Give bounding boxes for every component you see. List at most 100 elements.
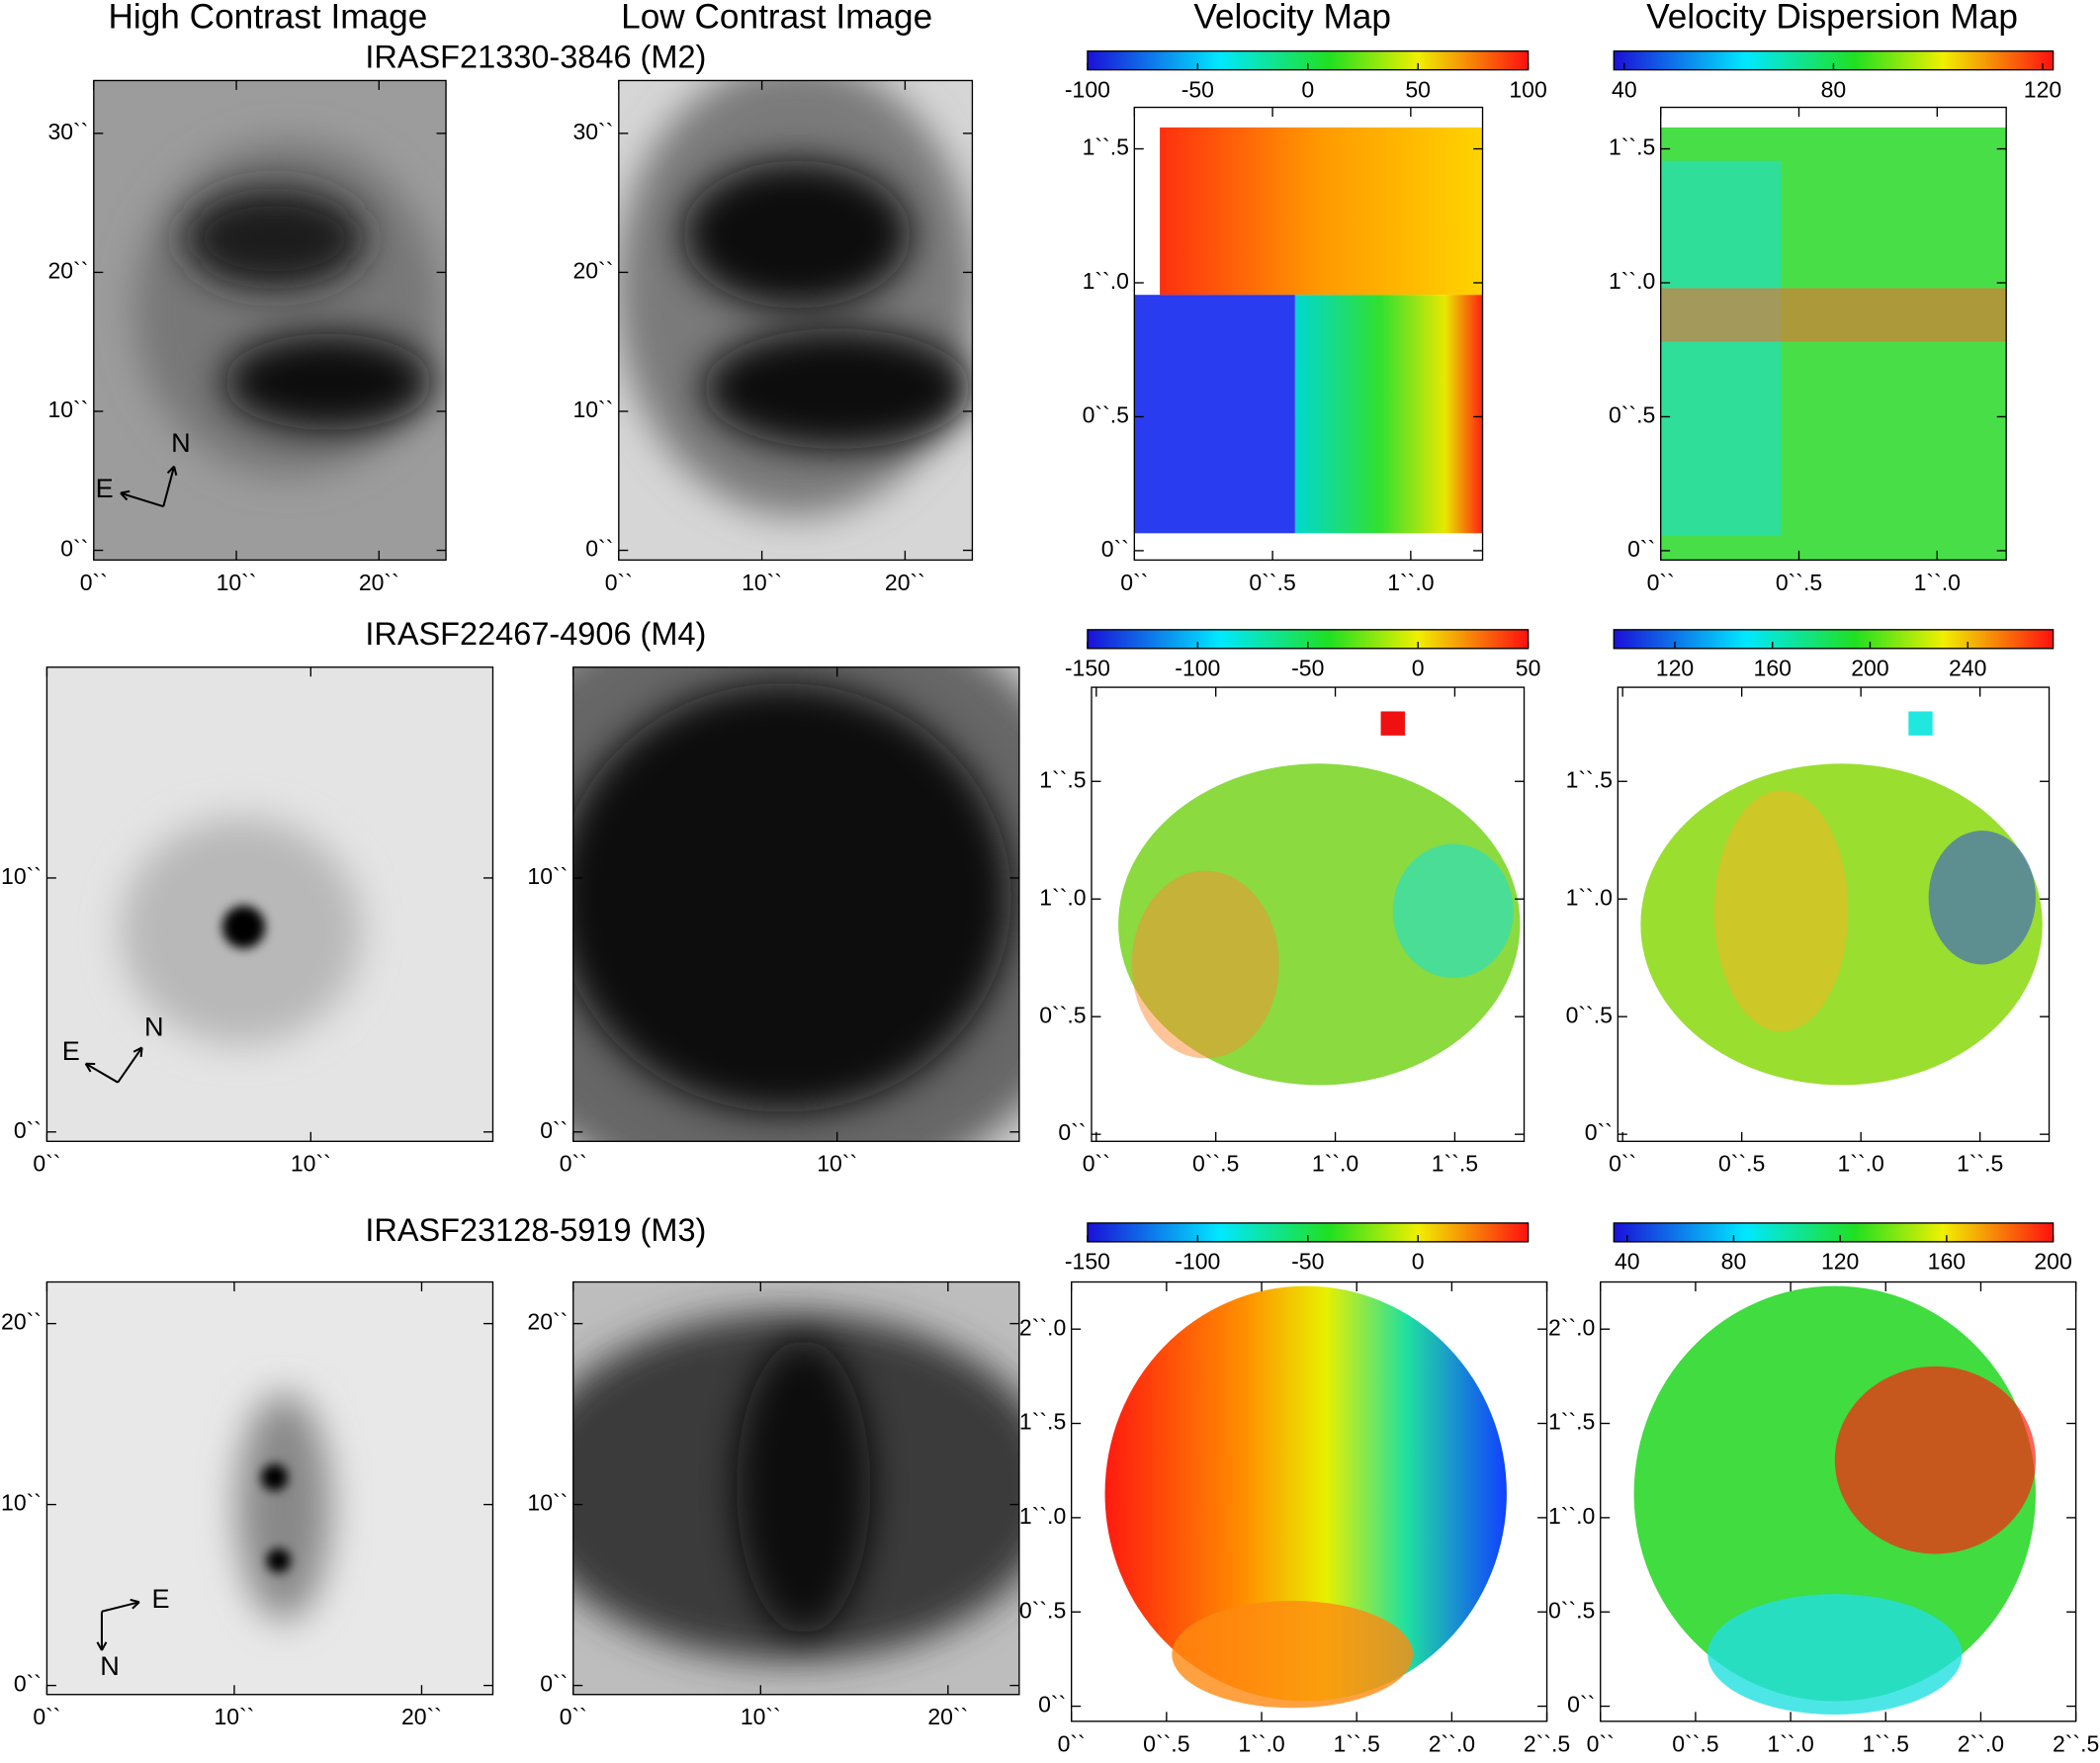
image-shape	[1908, 711, 1933, 736]
panel: 0`` 0``.5 1``.0 1``.5 2``.0 2``.5 0`` 0``.5 1``.…	[1548, 1280, 2099, 1756]
x-tick-label: 0``	[605, 570, 633, 595]
compass-arrowhead	[96, 1641, 103, 1651]
y-tick-label: 1``.0	[1039, 884, 1086, 910]
colorbar-tick-label: 200	[2034, 1249, 2071, 1275]
x-tick-label: 0``.5	[1249, 570, 1295, 595]
compass-arrowhead	[131, 1601, 140, 1610]
image-shape	[221, 905, 266, 949]
y-tick-label: 0``.5	[1039, 1002, 1086, 1027]
x-tick-label: 1``.5	[1957, 1151, 2003, 1177]
colorbar-tick-label: -50	[1181, 76, 1214, 102]
panel-image	[1118, 711, 1521, 1086]
y-tick-label: 2``.0	[1548, 1314, 1595, 1340]
y-tick-label: 0``	[14, 1117, 42, 1143]
panel-frame	[45, 666, 494, 1142]
panel: 0`` 0``.5 1``.0 1``.5 0`` 0``.5 1``.0 1``.5	[1039, 686, 1526, 1177]
x-tick-label: 2``.5	[2053, 1730, 2099, 1756]
panel-frame	[1133, 106, 1484, 562]
y-tick-label: 20``	[47, 258, 88, 284]
x-tick-label: 20``	[885, 570, 925, 595]
x-tick-label: 2``.0	[1429, 1730, 1475, 1756]
colorbar-tick-label: -50	[1291, 656, 1324, 681]
image-shape	[1392, 843, 1514, 979]
compass-arrow	[162, 466, 176, 507]
y-tick-label: 10``	[527, 1490, 568, 1516]
colorbar-tick-label: 50	[1405, 76, 1431, 102]
panel-frame	[572, 666, 1020, 1142]
y-tick-label: 1``.5	[1019, 1409, 1066, 1435]
y-tick-label: 1``.5	[1566, 766, 1613, 792]
y-tick-label: 20``	[527, 1309, 568, 1335]
colorbar-tick-label: 50	[1516, 656, 1541, 681]
compass-north: N	[171, 427, 191, 458]
panel-image	[572, 1281, 1019, 1695]
x-tick-label: 0``.5	[1192, 1151, 1239, 1177]
colorbar-bar	[1613, 629, 2055, 650]
image-shape	[1380, 711, 1405, 736]
panel: 0`` 10`` 20`` 0`` 10`` 20``	[527, 1280, 1020, 1729]
image-shape	[737, 1339, 871, 1634]
y-tick-label: 0``	[1585, 1119, 1613, 1145]
x-tick-label: 10``	[742, 570, 782, 595]
y-tick-label: 10``	[527, 863, 568, 889]
colorbar-tick-label: -50	[1291, 1249, 1324, 1275]
x-tick-label: 20``	[359, 570, 399, 595]
panel: 0`` 0``.5 1``.0 1``.5 0`` 0``.5 1``.0 1``.5	[1566, 686, 2051, 1177]
x-tick-label: 10``	[817, 1151, 857, 1177]
colorbar: 120 160 200 240	[1613, 629, 2055, 681]
y-tick-label: 20``	[1, 1309, 42, 1335]
colorbar-tick-label: -100	[1175, 656, 1220, 681]
y-tick-label: 20``	[572, 258, 613, 284]
colorbar-tick-label: 0	[1412, 656, 1425, 681]
compass-east: E	[62, 1035, 80, 1066]
compass-arrow	[101, 1601, 140, 1613]
y-tick-label: 1``.0	[1083, 268, 1129, 294]
column-header: Velocity Map	[1193, 0, 1391, 36]
y-tick-label: 0``.5	[1019, 1597, 1066, 1623]
panel: 0`` 0``.5 1``.0 0`` 0``.5 1``.0 1``.5	[1083, 106, 1484, 595]
colorbar-tick-label: 120	[1821, 1249, 1859, 1275]
y-tick-label: 0``	[60, 536, 88, 562]
image-shape	[1160, 127, 1483, 296]
x-tick-label: 0``	[33, 1151, 60, 1177]
colorbar: -150 -100 -50 0 50	[1065, 629, 1541, 681]
image-shape	[1104, 1285, 1507, 1702]
x-tick-label: 10``	[741, 1704, 781, 1729]
image-shape	[1134, 295, 1295, 534]
compass-arrowhead	[120, 489, 131, 494]
x-tick-label: 0``	[1083, 1151, 1110, 1177]
y-tick-label: 1``.0	[1019, 1503, 1066, 1529]
panel-image	[1660, 127, 2007, 561]
panel-frame	[1600, 1280, 2077, 1722]
y-tick-label: 0``	[1038, 1692, 1066, 1718]
y-tick-label: 0``	[1058, 1119, 1086, 1145]
colorbar-tick-label: 120	[1656, 656, 1694, 681]
panel-frame	[1660, 106, 2007, 562]
x-tick-label: 0``.5	[1672, 1730, 1718, 1756]
compass-arrowhead	[120, 491, 129, 501]
panel-image	[93, 80, 447, 561]
x-tick-label: 0``	[33, 1704, 60, 1729]
image-shape	[1834, 1366, 2036, 1554]
image-shape	[266, 1548, 291, 1573]
image-shape	[183, 187, 366, 290]
compass-east: E	[152, 1583, 170, 1614]
compass-arrowhead	[139, 1047, 143, 1058]
x-tick-label: 20``	[927, 1704, 968, 1729]
colorbar-tick-label: 160	[1754, 656, 1792, 681]
compass-arrow	[117, 1046, 143, 1084]
image-shape	[1294, 295, 1483, 534]
x-tick-label: 1``.0	[1837, 1151, 1883, 1177]
x-tick-label: 0``	[1058, 1730, 1086, 1756]
panel-image	[46, 666, 493, 1142]
y-tick-label: 0``	[540, 1117, 568, 1143]
y-tick-label: 1``.5	[1039, 766, 1086, 792]
panel-image	[1633, 1285, 2036, 1716]
panel: 0`` 10`` 0`` 10`` E N	[1, 666, 494, 1177]
colorbar-tick-label: 40	[1615, 1249, 1640, 1275]
y-tick-label: 1``.5	[1609, 134, 1655, 160]
x-tick-label: 0``	[1120, 570, 1148, 595]
x-tick-label: 1``.5	[1334, 1730, 1380, 1756]
y-tick-label: 0``.5	[1548, 1597, 1595, 1623]
y-tick-label: 10``	[1, 1490, 42, 1516]
